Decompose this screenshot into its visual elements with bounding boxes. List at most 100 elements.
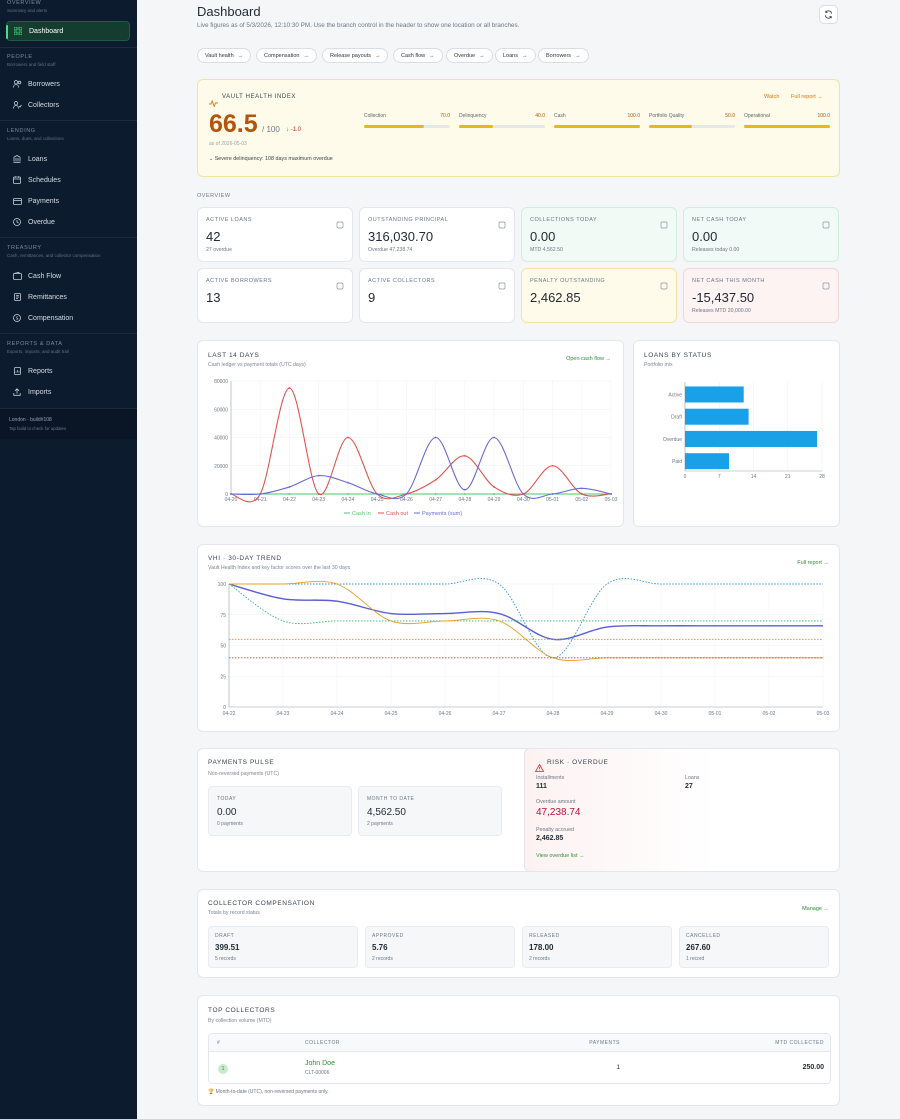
chip-label: Loans <box>503 52 518 59</box>
data-point <box>463 488 466 491</box>
sidebar-item-cash-flow[interactable]: Cash Flow <box>6 266 130 286</box>
open-cash-flow-link[interactable]: Open cash flow → <box>566 356 611 362</box>
sidebar-item-schedules[interactable]: Schedules <box>6 170 130 190</box>
sidebar-item-overdue[interactable]: Overdue <box>6 212 130 232</box>
sidebar-section-people: PEOPLE Borrowers and field staff <box>0 54 137 67</box>
sidebar-item-borrowers[interactable]: Borrowers <box>6 74 130 94</box>
chip-loans[interactable]: Loans → <box>495 48 536 63</box>
factor-bar <box>649 125 735 128</box>
table-row[interactable]: 1 John Doe CLT-00006 1 250.00 <box>209 1052 830 1083</box>
vhi-status-badge: Watch <box>764 94 780 100</box>
sidebar-item-loans[interactable]: Loans <box>6 149 130 169</box>
sidebar-item-collectors[interactable]: Collectors <box>6 95 130 115</box>
x-tick-label: 04-20 <box>225 497 238 503</box>
pulse-today-label: TODAY <box>217 796 237 802</box>
col-collector: COLLECTOR <box>305 1040 340 1046</box>
sidebar-item-dashboard[interactable]: Dashboard <box>6 21 130 41</box>
trend-icon <box>822 277 830 290</box>
comp-value: 178.00 <box>529 943 554 952</box>
footnote-text: Month-to-date (UTC), non-reversed paymen… <box>215 1089 329 1095</box>
x-tick-label: 04-28 <box>547 711 560 717</box>
sidebar-item-payments[interactable]: Payments <box>6 191 130 211</box>
kpi-card[interactable]: ACTIVE BORROWERS 13 <box>197 268 353 323</box>
chip-vault-health[interactable]: Vault health → <box>197 48 252 63</box>
top-title: TOP COLLECTORS <box>208 1007 276 1014</box>
series-line-cash-out <box>230 387 612 503</box>
coins-icon <box>498 216 506 229</box>
vhi-max: / 100 <box>262 125 280 134</box>
sidebar-item-imports[interactable]: Imports <box>6 382 130 402</box>
loans-status-subtitle: Portfolio mix <box>644 362 673 368</box>
kpi-card[interactable]: NET CASH THIS MONTH -15,437.50 Releases … <box>683 268 839 323</box>
users-icon <box>12 79 22 89</box>
chip-borrowers[interactable]: Borrowers → <box>538 48 589 63</box>
y-tick-label: 0 <box>223 705 226 711</box>
vault-health-card: VAULT HEALTH INDEX Watch Full report → 6… <box>197 79 840 177</box>
pulse-mtd-value: 4,562.50 <box>367 807 406 818</box>
data-point <box>522 493 525 495</box>
comp-item: APPROVED 5.76 2 records <box>365 926 515 968</box>
data-point <box>288 387 291 389</box>
build-info[interactable]: London · build#108 Tap build to check fo… <box>0 409 137 439</box>
top-subtitle: By collection volume (MTD) <box>208 1018 272 1024</box>
vhi-full-report-link[interactable]: Full report → <box>791 94 823 100</box>
sidebar-item-compensation[interactable]: $ Compensation <box>6 308 130 328</box>
kpi-card[interactable]: OUTSTANDING PRINCIPAL 316,030.70 Overdue… <box>359 207 515 262</box>
rank-badge: 1 <box>218 1064 228 1074</box>
sidebar-item-label: Schedules <box>28 176 61 184</box>
factor-value: 70.0 <box>440 113 450 119</box>
chip-cash-flow[interactable]: Cash flow → <box>393 48 443 63</box>
kpi-label: OUTSTANDING PRINCIPAL <box>368 217 449 223</box>
vhi-factor: Collection 70.0 <box>364 113 450 128</box>
kpi-card[interactable]: NET CASH TODAY 0.00 Releases today 0.00 <box>683 207 839 262</box>
sidebar-item-reports[interactable]: Reports <box>6 361 130 381</box>
kpi-value: 0.00 <box>530 229 556 244</box>
kpi-card[interactable]: ACTIVE COLLECTORS 9 <box>359 268 515 323</box>
y-tick-label: 60000 <box>214 407 228 413</box>
loans-status-card: LOANS BY STATUS Portfolio mix 0 7 14 21 28 Ac… <box>633 340 840 527</box>
manage-compensation-link[interactable]: Manage → <box>802 906 829 912</box>
y-tick-label: 75 <box>220 613 226 619</box>
refresh-button[interactable] <box>819 5 838 24</box>
kpi-card[interactable]: COLLECTIONS TODAY 0.00 MTD 4,562.50 <box>521 207 677 262</box>
trend-series-line <box>228 578 823 659</box>
vhi-trend-report-link[interactable]: Full report → <box>797 560 829 566</box>
vhi-trend-chart: 0 25 50 75 100 04-22 04-23 04-24 04-25 04-26 04-27… <box>218 578 830 717</box>
x-tick-label: 05-03 <box>605 497 618 503</box>
vhi-score: 66.5 <box>209 110 258 138</box>
calendar-icon <box>12 175 22 185</box>
y-tick-label: 50 <box>220 644 226 650</box>
sidebar-item-label: Dashboard <box>29 27 64 35</box>
refresh-icon <box>824 6 833 24</box>
chip-label: Overdue <box>454 52 476 59</box>
kpi-value: 0.00 <box>692 229 718 244</box>
collector-name[interactable]: John Doe <box>305 1060 335 1067</box>
clipboard-icon <box>336 216 344 229</box>
chip-overdue[interactable]: Overdue → <box>446 48 493 63</box>
data-point <box>317 474 320 477</box>
kpi-card[interactable]: ACTIVE LOANS 42 27 overdue <box>197 207 353 262</box>
sidebar-item-remittances[interactable]: Remittances <box>6 287 130 307</box>
data-point <box>288 493 291 495</box>
pulse-mtd-label: MONTH TO DATE <box>367 796 415 802</box>
factor-value: 100.0 <box>817 113 830 119</box>
table-header: # COLLECTOR PAYMENTS MTD COLLECTED <box>209 1034 830 1052</box>
x-tick-label: 04-25 <box>385 711 398 717</box>
kpi-value: 13 <box>206 290 221 305</box>
sidebar: OVERVIEW Summary and alerts Dashboard PE… <box>0 0 137 1119</box>
kpi-card[interactable]: PENALTY OUTSTANDING 2,462.85 <box>521 268 677 323</box>
loans-status-title: LOANS BY STATUS <box>644 352 712 359</box>
chip-compensation[interactable]: Compensation → <box>256 48 317 63</box>
data-point <box>580 493 583 495</box>
view-overdue-link[interactable]: View overdue list → <box>536 853 585 859</box>
vhi-trend-card: VHI · 30-DAY TREND Vault Health Index an… <box>197 544 840 732</box>
vhi-factor: Operational 100.0 <box>744 113 830 128</box>
cash-chart-card: LAST 14 DAYS Cash ledger vs payment tota… <box>197 340 624 527</box>
chip-release-payouts[interactable]: Release payouts → <box>322 48 389 63</box>
kpi-label: ACTIVE BORROWERS <box>206 278 273 284</box>
section-title: PEOPLE <box>7 54 33 60</box>
dollar-circle-icon: $ <box>12 313 22 323</box>
x-tick-label: 05-02 <box>575 497 588 503</box>
arrow-right-icon: → <box>237 52 244 59</box>
comp-value: 5.76 <box>372 943 388 952</box>
